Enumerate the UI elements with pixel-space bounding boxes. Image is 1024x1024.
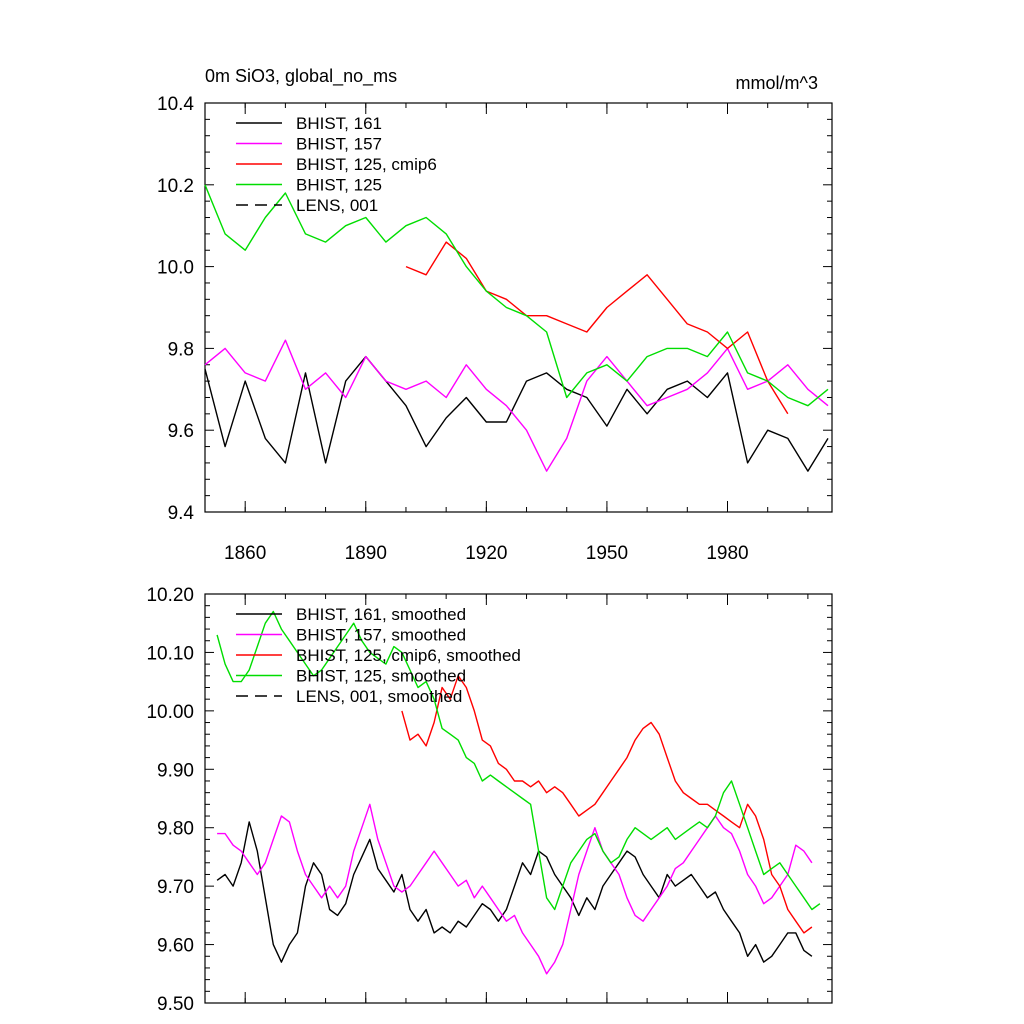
x-tick-label: 1980 — [706, 543, 748, 564]
y-tick-label: 10.4 — [157, 94, 194, 115]
series-line-1 — [217, 803, 813, 975]
series-line-0 — [216, 821, 813, 963]
y-tick-label: 10.20 — [146, 585, 194, 606]
y-tick-label: 9.70 — [157, 877, 194, 898]
legend-label: BHIST, 125, smoothed — [296, 667, 466, 686]
y-tick-label: 9.50 — [157, 994, 194, 1015]
y-tick-label: 10.2 — [157, 176, 194, 197]
legend-label: LENS, 001 — [296, 196, 378, 215]
chart-title: 0m SiO3, global_no_ms — [205, 66, 397, 87]
y-tick-label: 9.60 — [157, 936, 194, 957]
x-tick-label: 1920 — [465, 543, 507, 564]
plot-frame — [204, 593, 833, 1004]
series-line-3 — [216, 610, 821, 911]
legend-label: BHIST, 157 — [296, 135, 382, 154]
x-tick-label: 1860 — [224, 543, 266, 564]
legend-label: LENS, 001, smoothed — [296, 687, 462, 706]
y-tick-label: 9.4 — [168, 503, 195, 524]
y-tick-label: 9.90 — [157, 760, 194, 781]
legend-label: BHIST, 157, smoothed — [296, 626, 466, 645]
series-line-1 — [204, 339, 829, 472]
units-label: mmol/m^3 — [736, 73, 818, 93]
series-line-2 — [401, 675, 813, 934]
legend-label: BHIST, 161, smoothed — [296, 605, 466, 624]
series-line-3 — [204, 184, 829, 407]
top-panel: 9.4 9.6 9.8 10.0 10.2 10.4 1860 1890 1920 1950 198… — [157, 94, 833, 564]
y-tick-label: 10.0 — [157, 258, 194, 279]
y-tick-label: 10.00 — [146, 702, 194, 723]
series-line-2 — [405, 241, 789, 415]
y-tick-label: 9.8 — [168, 339, 194, 360]
legend-label: BHIST, 125, cmip6, smoothed — [296, 646, 521, 665]
y-tick-label: 10.10 — [146, 643, 194, 664]
legend-label: BHIST, 125 — [296, 176, 382, 195]
y-tick-label: 9.6 — [168, 421, 194, 442]
bottom-panel: 9.50 9.60 9.70 9.80 9.90 10.00 10.10 10.20 BHIST… — [146, 585, 833, 1015]
plot-frame — [204, 102, 833, 513]
legend-label: BHIST, 125, cmip6 — [296, 155, 437, 174]
y-tick-label: 9.80 — [157, 819, 194, 840]
legend-label: BHIST, 161 — [296, 114, 382, 133]
x-tick-label: 1950 — [586, 543, 628, 564]
x-tick-label: 1890 — [345, 543, 387, 564]
series-line-0 — [204, 355, 829, 472]
